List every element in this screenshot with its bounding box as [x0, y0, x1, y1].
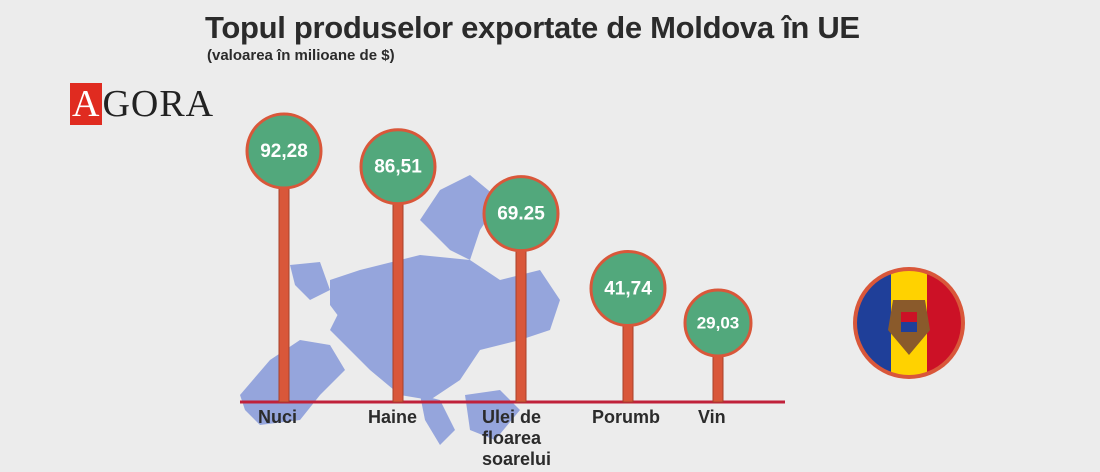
- logo: AGORA: [72, 83, 215, 125]
- bubble: [683, 288, 753, 358]
- bubble: [359, 128, 437, 206]
- value-label: 86,51: [374, 157, 422, 178]
- x-tick-label: Nuci: [258, 407, 298, 427]
- bubble: [482, 175, 560, 253]
- chart-title: Topul produselor exportate de Moldova în…: [205, 10, 860, 45]
- chart-subtitle: (valoarea în milioane de $): [207, 47, 395, 64]
- x-tick-label: Vin: [698, 407, 726, 427]
- moldova-flag: [853, 267, 965, 379]
- value-label: 92,28: [260, 141, 308, 162]
- value-label: 29,03: [697, 314, 740, 333]
- europe-map: [240, 175, 560, 445]
- bubble: [589, 249, 667, 327]
- x-tick-label: Ulei de floarea soarelui: [482, 407, 552, 469]
- bubble: [245, 112, 323, 190]
- value-label: 69.25: [497, 204, 545, 225]
- x-tick-label: Porumb: [592, 407, 661, 427]
- value-label: 41,74: [604, 278, 652, 299]
- x-tick-label: Haine: [368, 407, 418, 427]
